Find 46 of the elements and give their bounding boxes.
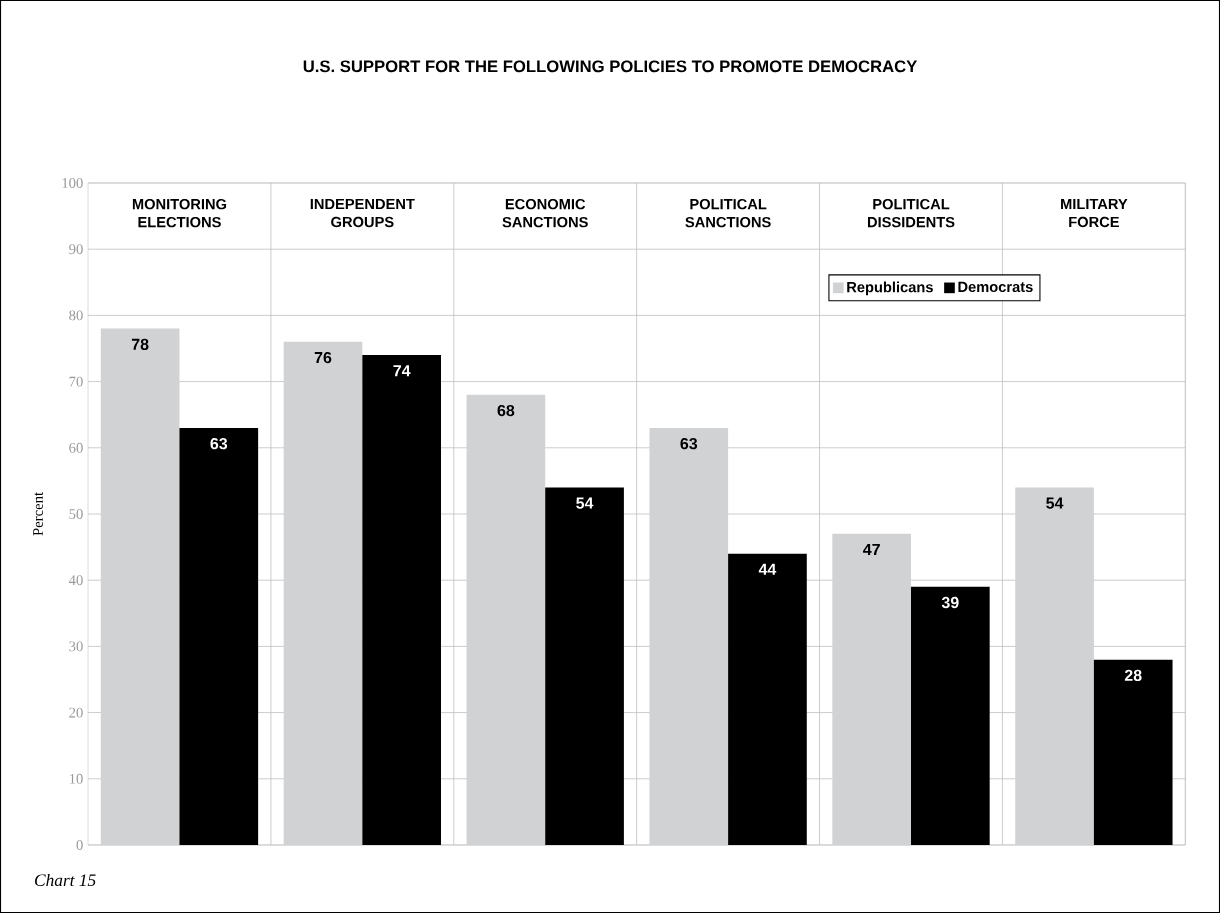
bar [545,487,624,845]
data-label: 78 [131,338,149,350]
y-tick-label: 80 [69,310,83,321]
bar [1093,659,1173,845]
bar [362,355,442,845]
bar [466,394,546,845]
y-tick-label: 40 [68,575,83,586]
y-tick-label: 60 [69,442,83,453]
data-label: 54 [576,497,594,509]
bar [649,427,729,845]
bar [283,341,363,845]
x-tick-label: POLITICAL DISSIDENTS [867,198,955,228]
data-label: 63 [210,437,228,450]
y-tick-label: 10 [69,773,83,784]
bar [100,328,180,845]
y-tick-label: 20 [69,707,83,718]
data-label: 47 [863,543,880,555]
legend-label: Republicans [847,281,933,296]
data-label: 39 [941,596,959,609]
y-axis-title: Percent [33,492,43,536]
chart-title: U.S. SUPPORT FOR THE FOLLOWING POLICIES TO PROMOTE DEMOCRACY [303,60,918,73]
x-tick-label: ECONOMIC SANCTIONS [502,198,588,228]
data-label: 63 [680,437,698,450]
x-tick-label: MILITARY FORCE [1061,198,1128,228]
data-label: 44 [758,563,777,575]
y-tick-label: 100 [62,178,83,188]
legend-label: Democrats [958,281,1033,293]
y-tick-label: 90 [69,244,83,255]
y-tick-label: 0 [76,840,83,850]
bar [728,553,807,845]
bar [911,586,990,845]
data-label: 76 [314,351,332,364]
bar [179,427,259,845]
caption: Chart 15 [35,873,96,887]
data-label: 28 [1124,669,1142,681]
x-tick-label: INDEPENDENT GROUPS [310,198,415,228]
y-tick-label: 50 [69,509,83,519]
x-tick-label: MONITORING ELECTIONS [132,198,227,228]
bar [832,533,911,845]
y-tick-label: 30 [69,641,83,652]
x-tick-label: POLITICAL SANCTIONS [685,198,771,228]
data-label: 68 [497,404,515,417]
data-label: 54 [1046,497,1064,509]
bar [1015,487,1094,845]
y-tick-label: 70 [69,376,83,387]
data-label: 74 [393,365,411,377]
